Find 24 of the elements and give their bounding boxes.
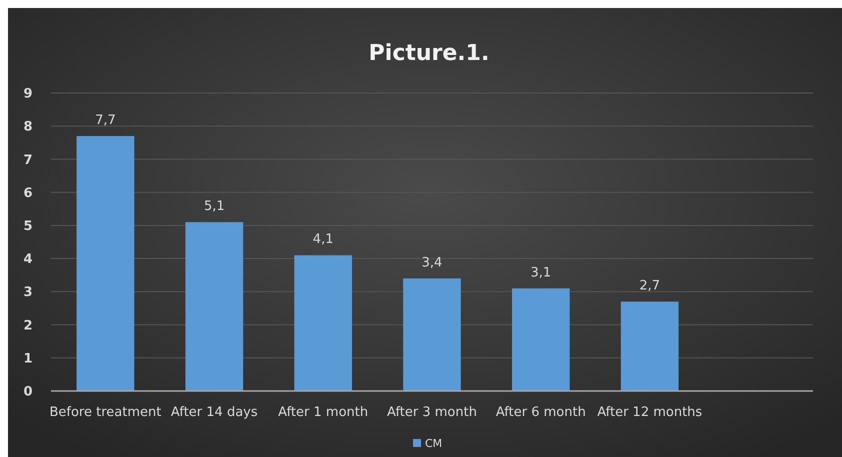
data-label: 7,7 xyxy=(95,113,116,128)
data-label: 4,1 xyxy=(312,232,334,248)
y-tick-label: 5 xyxy=(23,218,33,234)
y-tick-label: 4 xyxy=(23,252,33,268)
x-tick-label: After 1 month xyxy=(278,405,368,420)
y-tick-label: 6 xyxy=(23,186,33,201)
data-label: 5,1 xyxy=(204,199,225,214)
x-tick-label: After 6 month xyxy=(496,405,586,420)
y-tick-label: 8 xyxy=(23,120,33,135)
y-tick-label: 3 xyxy=(23,285,33,300)
data-label: 3,1 xyxy=(530,265,552,280)
y-tick-label: 1 xyxy=(23,351,33,366)
x-tick-label: After 14 days xyxy=(170,405,258,420)
data-label: 3,4 xyxy=(422,255,442,270)
x-tick-label: After 12 months xyxy=(597,405,702,420)
y-tick-label: 7 xyxy=(23,152,33,168)
legend-label: CM xyxy=(425,437,442,450)
x-tick-label: Before treatment xyxy=(50,405,162,420)
y-tick-label: 9 xyxy=(23,86,33,102)
data-label: 2,7 xyxy=(639,278,660,294)
y-tick-label: 2 xyxy=(23,318,33,334)
x-tick-label: After 3 month xyxy=(387,405,477,420)
chart-title: Picture.1. xyxy=(368,41,490,66)
y-tick-label: 0 xyxy=(23,384,33,400)
